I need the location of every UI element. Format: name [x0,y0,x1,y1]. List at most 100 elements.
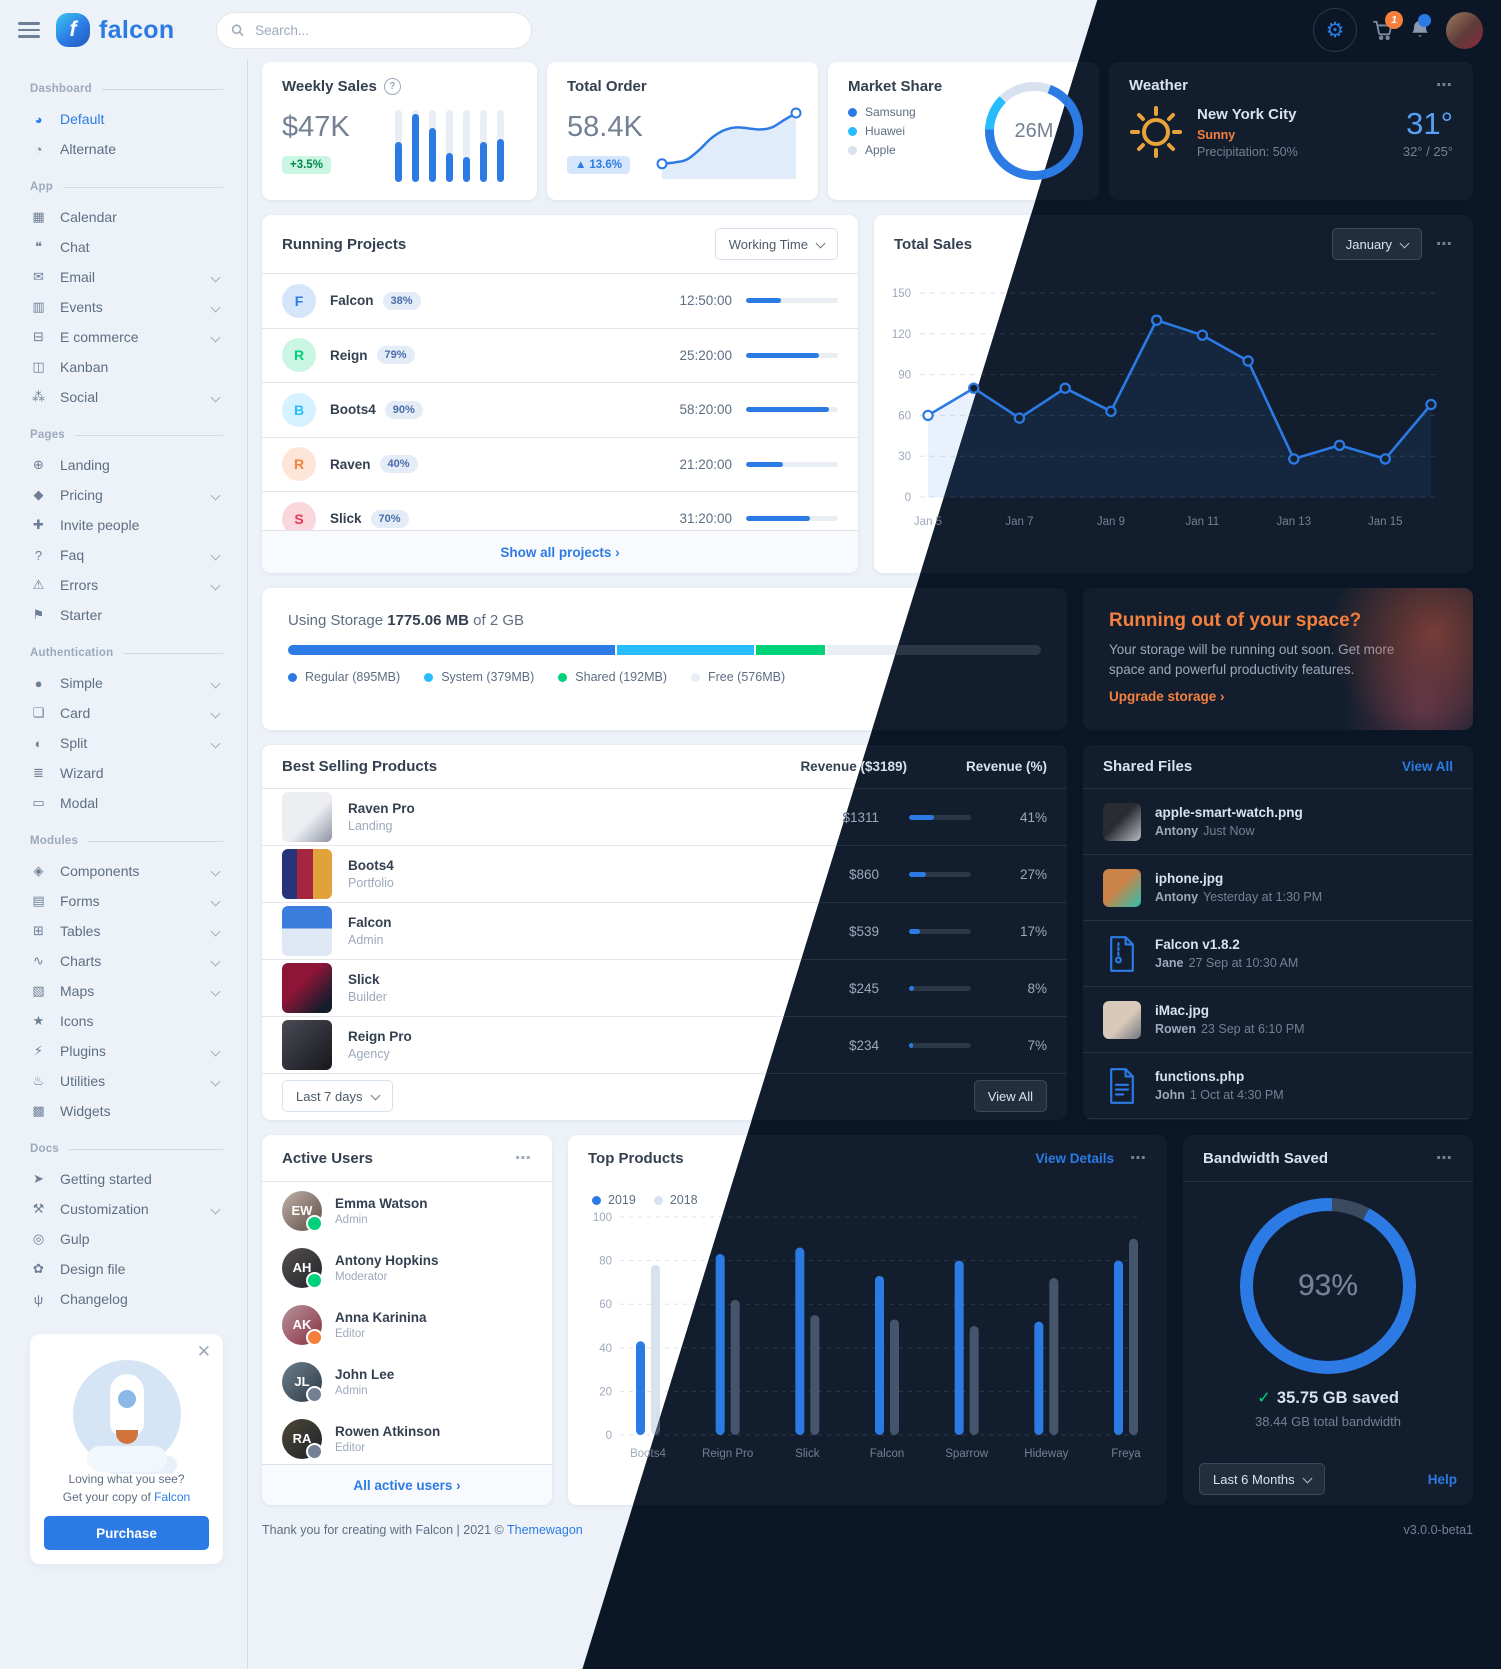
revenue-pct-column-header: Revenue (%) [965,759,1047,774]
bandwidth-title: Bandwidth Saved [1203,1149,1329,1167]
sidebar-item-customization[interactable]: ⚒ Customization [30,1194,223,1224]
last-6-months-dropdown[interactable]: Last 6 Months [1199,1463,1325,1495]
product-category[interactable]: Admin [348,933,384,947]
sidebar-item-invite-people[interactable]: ✚ Invite people [30,510,223,540]
sidebar-item-simple[interactable]: ● Simple [30,668,223,698]
show-all-projects-link[interactable]: Show all projects › [500,544,620,560]
sidebar-item-design-file[interactable]: ✿ Design file [30,1254,223,1284]
product-category[interactable]: Agency [348,1047,390,1061]
sidebar-item-default[interactable]: ◕ Default [30,104,223,134]
help-icon[interactable]: ? [383,78,401,95]
all-active-users-link[interactable]: All active users › [353,1477,461,1493]
file-row-functions-php[interactable]: functions.php John 1 Oct at 4:30 PM [1083,1053,1473,1119]
project-time: 12:50:00 [679,293,732,309]
product-category[interactable]: Landing [348,819,393,833]
sidebar-item-split[interactable]: ◐ Split [30,728,223,758]
file-row-iphone-jpg[interactable]: iphone.jpg Antony Yesterday at 1:30 PM [1083,855,1473,921]
page-footer: Thank you for creating with Falcon | 202… [262,1523,1473,1537]
sidebar-item-landing[interactable]: ⊕ Landing [30,450,223,480]
sidebar-item-card[interactable]: ❏ Card [30,698,223,728]
user-avatar[interactable] [1446,11,1483,49]
product-name: Boots4 [348,858,394,873]
product-category[interactable]: Portfolio [348,876,394,890]
weather-menu-button[interactable]: ⋯ [1436,77,1453,94]
purchase-button[interactable]: Purchase [44,1516,209,1550]
sidebar-item-getting-started[interactable]: ➤ Getting started [30,1164,223,1194]
file-row-apple-smart-watch-png[interactable]: apple-smart-watch.png Antony Just Now [1083,789,1473,855]
sidebar-item-social[interactable]: ⁂ Social [30,382,223,412]
user-avatar: AK [282,1304,323,1346]
help-link[interactable]: Help [1427,1471,1457,1487]
top-products-menu-button[interactable]: ⋯ [1130,1150,1147,1167]
active-users-menu-button[interactable]: ⋯ [515,1150,532,1167]
storage-segment-shared-192mb- [756,645,828,655]
file-name: functions.php [1155,1069,1245,1084]
sidebar-item-kanban[interactable]: ◫ Kanban [30,352,223,382]
user-row-emma-watson[interactable]: EW Emma Watson Admin [262,1182,552,1239]
sidebar-item-alternate[interactable]: ◔ Alternate [30,134,223,164]
sidebar-item-errors[interactable]: ⚠ Errors [30,570,223,600]
promo-brand-link[interactable]: Falcon [154,1490,191,1504]
sidebar-item-starter[interactable]: ⚑ Starter [30,600,223,630]
user-row-john-lee[interactable]: JL John Lee Admin [262,1353,552,1410]
month-dropdown[interactable]: January [1331,228,1422,260]
sidebar-item-gulp[interactable]: ◎ Gulp [30,1224,223,1254]
sidebar-item-components[interactable]: ◈ Components [30,856,223,886]
market-share-donut-chart: 26M [985,82,1083,180]
user-row-antony-hopkins[interactable]: AH Antony Hopkins Moderator [262,1239,552,1296]
errors-icon: ⚠ [32,577,45,592]
sidebar-item-pricing[interactable]: ◆ Pricing [30,480,223,510]
last-7-days-dropdown[interactable]: Last 7 days [282,1080,393,1112]
sidebar-item-utilities[interactable]: ♨ Utilities [30,1066,223,1096]
bandwidth-menu-button[interactable]: ⋯ [1436,1150,1453,1167]
notifications-button[interactable] [1409,14,1431,41]
storage-card: Using Storage 1775.06 MB of 2 GB Regular… [262,588,1067,730]
view-all-button[interactable]: View All [973,1080,1047,1112]
sidebar-item-tables[interactable]: ⊞ Tables [30,916,223,946]
project-progress-bar [746,516,838,522]
sidebar-item-calendar[interactable]: ▦ Calendar [30,202,223,232]
svg-text:Freya: Freya [1111,1448,1141,1460]
user-row-anna-karinina[interactable]: AK Anna Karinina Editor [262,1296,552,1353]
sidebar-item-plugins[interactable]: ⚡ Plugins [30,1036,223,1066]
user-row-rowen-atkinson[interactable]: RA Rowen Atkinson Editor [262,1410,552,1467]
total-sales-menu-button[interactable]: ⋯ [1436,236,1453,253]
weather-condition: Sunny [1197,127,1236,142]
search-input[interactable] [253,21,518,39]
sidebar-item-events[interactable]: ▥ Events [30,292,223,322]
sidebar-item-e-commerce[interactable]: ⊟ E commerce [30,322,223,352]
sidebar-item-email[interactable]: ✉ Email [30,262,223,292]
file-row-imac-jpg[interactable]: iMac.jpg Rowen 23 Sep at 6:10 PM [1083,987,1473,1053]
hamburger-menu-button[interactable] [18,22,40,38]
sidebar-item-chat[interactable]: ❝ Chat [30,232,223,262]
sidebar-item-modal[interactable]: ▭ Modal [30,788,223,818]
sidebar-item-icons[interactable]: ★ Icons [30,1006,223,1036]
shared-files-view-all-link[interactable]: View All [1401,759,1453,774]
weather-precipitation: Precipitation: 50% [1197,144,1298,159]
search-box[interactable] [216,11,533,49]
sidebar-item-wizard[interactable]: ≣ Wizard [30,758,223,788]
sidebar-item-changelog[interactable]: ψ Changelog [30,1284,223,1314]
settings-button[interactable]: ⚙ [1313,8,1357,52]
weekly-bar [429,110,436,182]
sidebar-item-forms[interactable]: ▤ Forms [30,886,223,916]
close-icon[interactable]: ✕ [196,1342,211,1361]
upgrade-storage-link[interactable]: Upgrade storage › [1109,689,1225,705]
sidebar-item-charts[interactable]: ∿ Charts [30,946,223,976]
product-category[interactable]: Builder [348,990,387,1004]
themewagon-link[interactable]: Themewagon [507,1523,583,1537]
file-thumbnail [1103,1000,1141,1039]
file-meta: Jane 27 Sep at 10:30 AM [1155,956,1298,970]
sidebar-item-maps[interactable]: ▧ Maps [30,976,223,1006]
running-projects-title: Running Projects [282,235,407,253]
sidebar-item-faq[interactable]: ? Faq [30,540,223,570]
customization-icon: ⚒ [32,1201,45,1216]
sidebar-item-widgets[interactable]: ▩ Widgets [30,1096,223,1126]
user-avatar: EW [282,1190,323,1232]
working-time-dropdown[interactable]: Working Time [714,228,838,260]
product-thumbnail [282,1020,332,1070]
view-details-link[interactable]: View Details [1035,1150,1114,1166]
file-row-falcon-v1-8-2[interactable]: Falcon v1.8.2 Jane 27 Sep at 10:30 AM [1083,921,1473,987]
cart-button[interactable]: 1 [1372,11,1403,41]
falcon-logo[interactable]: f falcon [56,13,174,47]
